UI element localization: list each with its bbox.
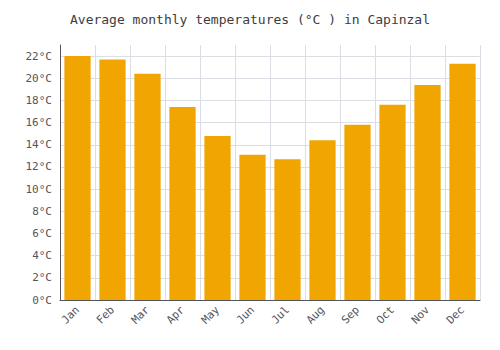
svg-text:14°C: 14°C (26, 138, 53, 151)
svg-text:Nov: Nov (409, 303, 432, 326)
svg-text:18°C: 18°C (26, 94, 53, 107)
svg-text:Sep: Sep (339, 303, 362, 326)
svg-text:Feb: Feb (94, 303, 117, 326)
svg-text:8°C: 8°C (32, 205, 52, 218)
svg-text:Jul: Jul (269, 303, 292, 326)
svg-text:16°C: 16°C (26, 116, 53, 129)
svg-text:Oct: Oct (374, 303, 397, 326)
svg-text:10°C: 10°C (26, 183, 53, 196)
svg-text:Jan: Jan (59, 303, 82, 326)
svg-text:2°C: 2°C (32, 271, 52, 284)
svg-text:22°C: 22°C (26, 50, 53, 63)
svg-text:12°C: 12°C (26, 160, 53, 173)
svg-text:Apr: Apr (164, 303, 187, 326)
svg-text:Mar: Mar (129, 303, 152, 326)
svg-text:0°C: 0°C (32, 294, 52, 307)
svg-text:Aug: Aug (304, 303, 327, 326)
svg-text:20°C: 20°C (26, 72, 53, 85)
svg-text:Jun: Jun (234, 303, 257, 326)
svg-text:May: May (199, 303, 222, 326)
svg-text:Average monthly temperatures (: Average monthly temperatures (°C ) in Ca… (70, 12, 430, 27)
svg-text:Dec: Dec (444, 303, 467, 326)
svg-text:4°C: 4°C (32, 249, 52, 262)
svg-text:6°C: 6°C (32, 227, 52, 240)
